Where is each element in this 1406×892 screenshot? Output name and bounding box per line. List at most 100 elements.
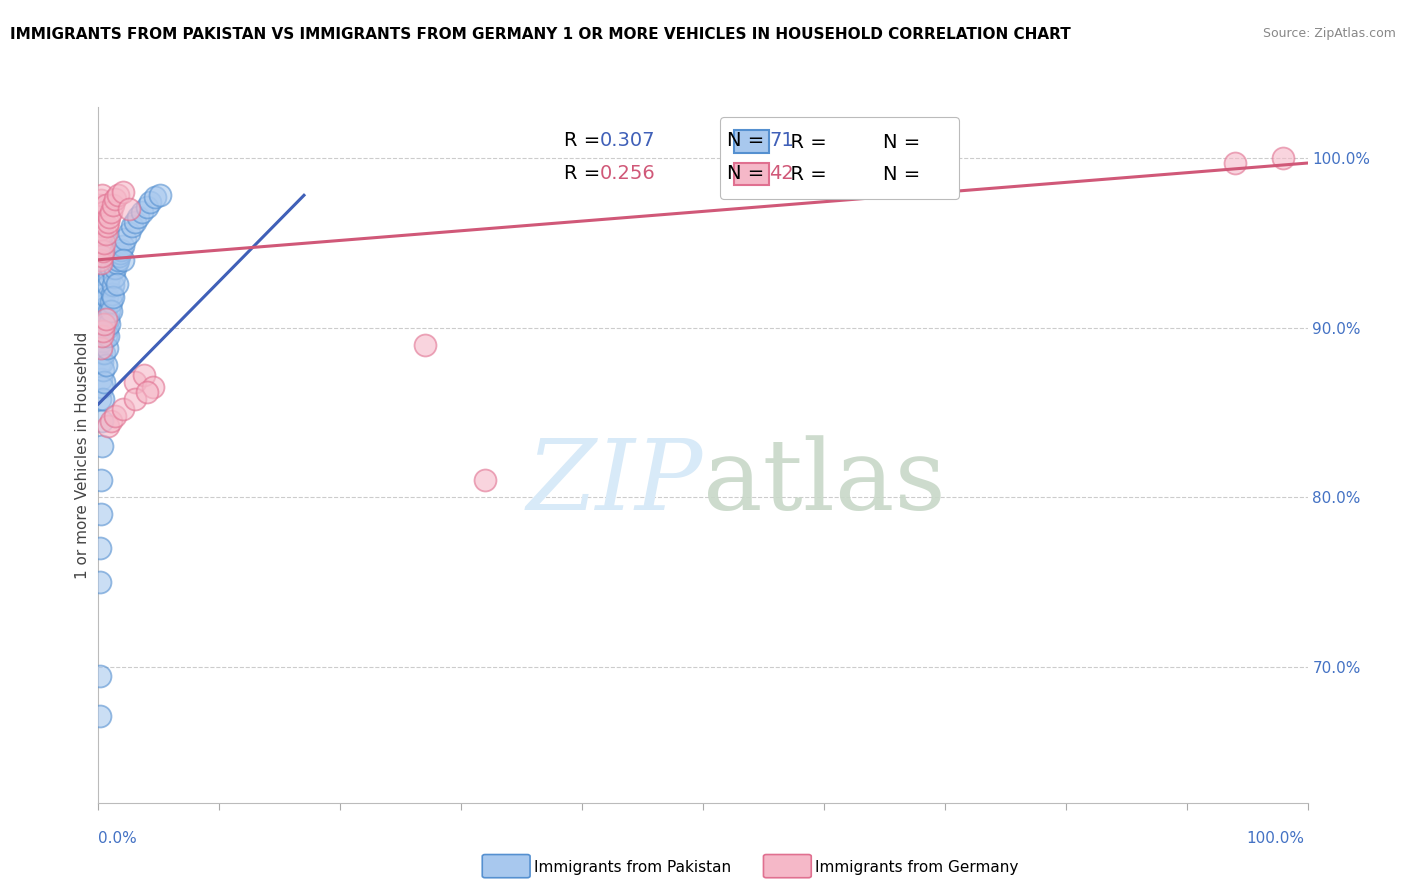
Point [91, 227, 114, 242]
Point [127, 211, 149, 225]
Point [124, 375, 146, 389]
Point [104, 409, 127, 423]
Point [89, 252, 111, 267]
Point [91, 249, 114, 263]
Point [98, 211, 121, 225]
Text: N =: N = [727, 131, 770, 150]
Point [93, 244, 115, 259]
Point [104, 192, 127, 206]
Point [96, 320, 118, 334]
Text: 0.256: 0.256 [600, 163, 657, 183]
Point [98, 318, 121, 332]
Point [90, 474, 112, 488]
Point [101, 198, 124, 212]
Point [89, 709, 111, 723]
Point [124, 215, 146, 229]
Point [97, 312, 120, 326]
Text: R =: R = [564, 163, 606, 183]
Point [91, 354, 114, 368]
Point [134, 368, 156, 383]
Point [91, 392, 114, 406]
Point [93, 205, 115, 219]
Point [97, 215, 120, 229]
Point [94, 198, 117, 212]
Point [91, 278, 114, 293]
Point [110, 243, 132, 257]
Point [105, 256, 128, 270]
Point [89, 227, 111, 242]
Text: 100.0%: 100.0% [1247, 831, 1305, 846]
Point [97, 419, 120, 434]
Point [90, 320, 112, 334]
Point [131, 205, 153, 219]
Point [100, 205, 122, 219]
Point [103, 269, 125, 284]
Point [100, 286, 122, 301]
Text: Source: ZipAtlas.com: Source: ZipAtlas.com [1263, 27, 1396, 40]
Point [118, 226, 141, 240]
Point [90, 346, 112, 360]
Point [96, 341, 118, 355]
Point [121, 219, 143, 233]
Point [93, 320, 115, 334]
Point [91, 334, 114, 349]
Point [101, 278, 124, 293]
Point [90, 261, 112, 276]
Text: Immigrants from Pakistan: Immigrants from Pakistan [534, 860, 731, 874]
Point [93, 286, 115, 301]
Point [91, 439, 114, 453]
Point [97, 329, 120, 343]
Point [89, 541, 111, 556]
Point [90, 508, 112, 522]
Point [107, 188, 129, 202]
Point [1223, 156, 1246, 170]
Point [91, 244, 114, 259]
Text: IMMIGRANTS FROM PAKISTAN VS IMMIGRANTS FROM GERMANY 1 OR MORE VEHICLES IN HOUSEH: IMMIGRANTS FROM PAKISTAN VS IMMIGRANTS F… [10, 27, 1070, 42]
Point [143, 190, 166, 204]
Point [91, 295, 114, 310]
Text: 71: 71 [769, 131, 794, 150]
Point [104, 261, 127, 276]
Point [91, 252, 114, 267]
Text: N =: N = [727, 163, 770, 183]
Point [111, 185, 134, 199]
Point [108, 246, 131, 260]
Point [94, 358, 117, 372]
Point [96, 256, 118, 270]
Point [91, 324, 114, 338]
Text: 42: 42 [769, 163, 794, 183]
Point [90, 341, 112, 355]
Point [135, 385, 157, 400]
Point [93, 318, 115, 332]
Point [91, 213, 114, 227]
Point [1272, 151, 1295, 165]
Point [91, 414, 114, 428]
Point [94, 227, 117, 242]
Point [89, 668, 111, 682]
Legend:   R =         N =    ,   R =         N =    : R = N = , R = N = [720, 117, 959, 199]
Point [94, 261, 117, 276]
Text: 0.0%: 0.0% [98, 831, 138, 846]
Point [89, 354, 111, 368]
Point [100, 303, 122, 318]
Point [93, 346, 115, 360]
Point [90, 235, 112, 250]
Point [108, 249, 131, 263]
Point [91, 188, 114, 202]
Point [90, 371, 112, 385]
Point [90, 256, 112, 270]
Point [114, 232, 136, 246]
Point [91, 329, 114, 343]
Point [100, 295, 122, 310]
Point [149, 188, 172, 202]
Text: 0.307: 0.307 [600, 131, 655, 150]
Point [91, 219, 114, 233]
Point [118, 202, 141, 216]
Point [89, 575, 111, 590]
Point [100, 414, 122, 428]
Point [91, 380, 114, 394]
Point [89, 392, 111, 406]
Point [90, 222, 112, 236]
Point [107, 252, 129, 267]
Text: Immigrants from Germany: Immigrants from Germany [815, 860, 1019, 874]
